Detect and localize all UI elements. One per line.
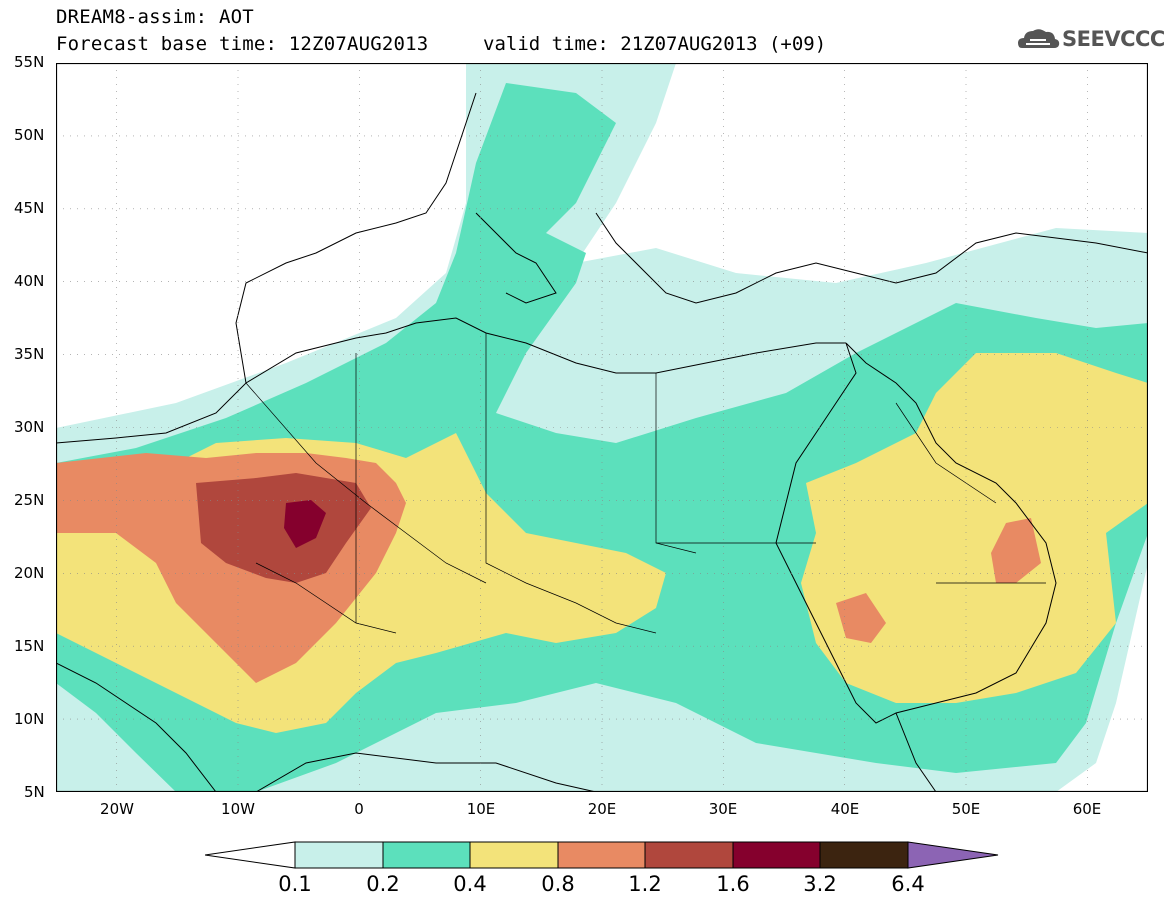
lat-label-25n: 25N (14, 491, 45, 509)
valid-time: valid time: 21Z07AUG2013 (+09) (483, 33, 827, 55)
lat-label-20n: 20N (14, 564, 45, 582)
lat-label-50n: 50N (14, 126, 45, 144)
lon-label-50e: 50E (951, 800, 981, 818)
colorbar-swatch-4 (644, 841, 734, 869)
colorbar-swatch-6 (819, 841, 909, 869)
aot-map (56, 63, 1148, 792)
aot-band-1-2 (196, 473, 371, 583)
aot-band-0-4 (56, 353, 1148, 733)
colorbar-under-arrow (205, 841, 296, 869)
colorbar-swatch-2 (469, 841, 559, 869)
lon-label-20e: 20E (587, 800, 617, 818)
colorbar (205, 841, 999, 869)
colorbar-swatch-5 (732, 841, 821, 869)
country-borders (245, 333, 1046, 634)
lon-label-40e: 40E (830, 800, 860, 818)
lat-label-35n: 35N (14, 345, 45, 363)
colorbar-label-5: 1.6 (716, 872, 750, 896)
lat-label-30n: 30N (14, 418, 45, 436)
lat-label-10n: 10N (14, 710, 45, 728)
map-title: DREAM8-assim: AOT (56, 6, 254, 28)
lat-label-45n: 45N (14, 199, 45, 217)
cloud-logo-icon (1018, 29, 1060, 48)
colorbar-label-1: 0.2 (366, 872, 400, 896)
logo-text: SEEVCCC (1062, 27, 1165, 51)
lon-label-10w: 10W (221, 800, 255, 818)
colorbar-label-3: 0.8 (541, 872, 575, 896)
lat-label-40n: 40N (14, 272, 45, 290)
lat-label-5n: 5N (24, 783, 45, 801)
coastlines (56, 92, 1148, 792)
colorbar-swatch-1 (382, 841, 471, 869)
aot-band-1-6 (284, 500, 326, 548)
colorbar-swatch-3 (557, 841, 646, 869)
lon-label-10e: 10E (466, 800, 496, 818)
colorbar-over-arrow (907, 841, 999, 869)
colorbar-label-0: 0.1 (278, 872, 312, 896)
colorbar-swatch-0 (294, 841, 384, 869)
graticule (56, 63, 1148, 792)
lon-label-20w: 20W (100, 800, 134, 818)
lat-label-15n: 15N (14, 637, 45, 655)
lon-label-0: 0 (354, 800, 364, 818)
colorbar-label-6: 3.2 (803, 872, 837, 896)
colorbar-label-2: 0.4 (453, 872, 487, 896)
lon-label-60e: 60E (1072, 800, 1102, 818)
lat-label-55n: 55N (14, 53, 45, 71)
lon-label-30e: 30E (708, 800, 738, 818)
forecast-base-time: Forecast base time: 12Z07AUG2013 (56, 33, 429, 55)
colorbar-label-4: 1.2 (628, 872, 662, 896)
colorbar-label-7: 6.4 (891, 872, 925, 896)
